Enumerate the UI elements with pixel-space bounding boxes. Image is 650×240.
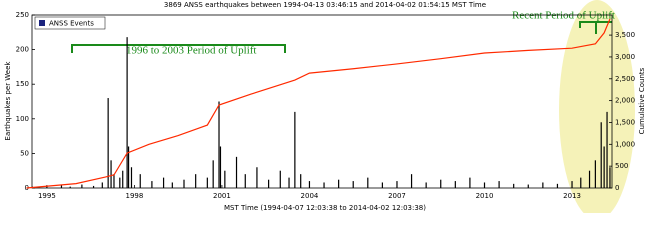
bar xyxy=(288,177,290,188)
bar xyxy=(410,174,413,188)
bar xyxy=(580,177,582,188)
x-tick-label: 2013 xyxy=(563,192,581,200)
cumulative-line xyxy=(26,18,611,189)
bracket xyxy=(579,21,612,28)
bracket xyxy=(71,44,286,53)
chart: 3869 ANSS earthquakes between 1994-04-13… xyxy=(4,0,646,213)
legend-label: ANSS Events xyxy=(49,20,94,28)
bar xyxy=(206,177,208,188)
y2-tick-label: 2,500 xyxy=(615,75,635,83)
bar xyxy=(162,177,165,188)
y-tick-label: 50 xyxy=(20,149,29,157)
annotation: 1996 to 2003 Period of Uplift xyxy=(126,45,256,57)
bar xyxy=(440,179,442,188)
y-axis-label: Earthquakes per Week xyxy=(4,61,12,141)
y2-axis-label: Cumulative Counts xyxy=(638,67,646,134)
bar xyxy=(151,181,153,188)
x-tick-label: 2010 xyxy=(476,192,494,200)
bar xyxy=(454,181,456,188)
bar xyxy=(256,167,258,188)
x-tick-label: 2007 xyxy=(388,192,406,200)
bar xyxy=(60,185,63,188)
x-tick-label: 1995 xyxy=(38,192,56,200)
bar xyxy=(139,174,141,188)
bar xyxy=(367,177,369,188)
bar xyxy=(603,146,605,188)
bar xyxy=(571,181,573,188)
bar xyxy=(300,174,302,188)
bar xyxy=(107,98,109,188)
y2-tick-label: 0 xyxy=(615,184,619,192)
bar xyxy=(609,167,611,188)
legend-marker xyxy=(39,20,45,26)
bar xyxy=(594,160,596,188)
bar xyxy=(425,182,427,188)
y-tick-label: 150 xyxy=(16,80,29,88)
y2-tick-label: 1,500 xyxy=(615,118,635,126)
plot-frame xyxy=(31,14,613,189)
y-tick-label: 100 xyxy=(16,115,29,123)
bar xyxy=(600,122,602,188)
x-tick-label: 2004 xyxy=(301,192,319,200)
y2-tick-label: 500 xyxy=(615,162,628,170)
bar xyxy=(396,181,398,188)
y-tick-label: 200 xyxy=(16,46,29,54)
bar xyxy=(101,182,103,188)
bar xyxy=(127,146,130,188)
bar xyxy=(122,170,124,188)
bar xyxy=(323,182,325,188)
bar xyxy=(218,101,220,188)
bar xyxy=(171,182,173,188)
x-tick-label: 2001 xyxy=(213,192,231,200)
bar xyxy=(606,111,608,188)
chart-title: 3869 ANSS earthquakes between 1994-04-13… xyxy=(164,1,486,9)
bar xyxy=(224,170,226,188)
bar xyxy=(244,174,246,188)
bar xyxy=(338,179,340,188)
bar xyxy=(235,156,238,188)
bar xyxy=(110,160,112,188)
bar xyxy=(130,167,133,188)
bar xyxy=(81,184,83,188)
bar xyxy=(195,174,197,188)
x-tick-label: 1998 xyxy=(125,192,143,200)
bar xyxy=(556,183,559,188)
bar xyxy=(588,170,591,188)
bar xyxy=(212,160,214,188)
bar xyxy=(381,182,383,188)
annotation: Recent Period of Uplift xyxy=(512,10,615,22)
bar xyxy=(183,179,185,188)
y2-tick-label: 2,000 xyxy=(615,97,635,105)
highlight xyxy=(559,0,635,213)
bar xyxy=(542,182,544,188)
y2-tick-label: 1,000 xyxy=(615,140,635,148)
legend-box xyxy=(34,16,106,30)
y2-tick-label: 3,000 xyxy=(615,53,635,61)
y-tick-label: 250 xyxy=(16,11,29,19)
bar xyxy=(308,181,311,188)
bar xyxy=(113,174,115,188)
bar xyxy=(126,37,128,189)
bar xyxy=(119,177,121,188)
bar xyxy=(469,177,471,188)
bar xyxy=(483,182,486,188)
bar xyxy=(294,111,296,188)
bar xyxy=(352,181,354,188)
x-axis-label: MST Time (1994-04-07 12:03:38 to 2014-04… xyxy=(224,204,426,212)
bar xyxy=(69,186,71,188)
bar xyxy=(527,184,529,188)
bar xyxy=(513,183,515,188)
bar xyxy=(92,185,95,188)
bar xyxy=(279,170,281,188)
bar xyxy=(219,146,222,188)
bar xyxy=(46,185,48,188)
y2-tick-label: 3,500 xyxy=(615,31,635,39)
bar xyxy=(498,181,500,188)
bar xyxy=(268,179,270,188)
